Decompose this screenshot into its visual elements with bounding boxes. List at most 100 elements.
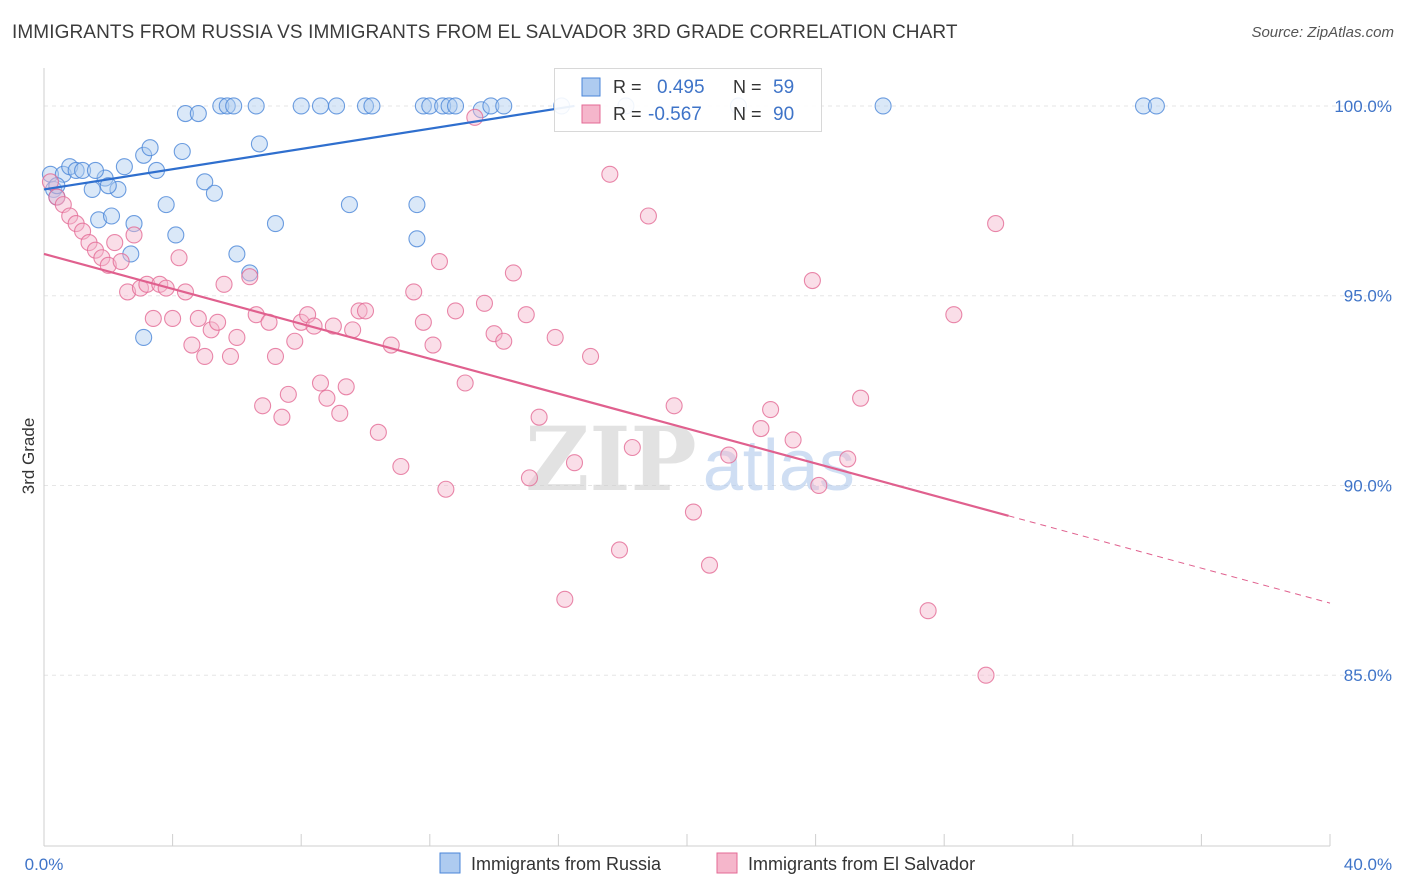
watermark-zip: ZIP — [525, 407, 697, 511]
x-tick-label-max: 40.0% — [1344, 855, 1392, 874]
salvador-point — [530, 408, 548, 426]
stats-n-value-salvador: 90 — [773, 104, 794, 125]
russia-point — [440, 97, 458, 115]
salvador-point — [369, 423, 387, 441]
salvador-point — [556, 590, 574, 608]
salvador-point — [810, 476, 828, 495]
salvador-point — [601, 165, 619, 183]
russia-point — [167, 226, 185, 244]
russia-point — [196, 173, 214, 191]
russia-point — [99, 177, 117, 195]
russia-point — [292, 97, 310, 115]
russia-point — [482, 97, 500, 115]
salvador-point — [106, 234, 124, 252]
russia-point — [189, 104, 207, 123]
salvador-point — [430, 253, 448, 271]
russia-point — [67, 161, 85, 180]
russia-point — [86, 161, 104, 180]
salvador-point — [119, 283, 137, 301]
salvador-point — [639, 207, 657, 225]
russia-point — [218, 97, 236, 115]
y-tick-label: 100.0% — [1334, 97, 1392, 116]
russia-point — [495, 97, 513, 115]
y-tick-label: 85.0% — [1344, 666, 1392, 685]
salvador-point — [311, 374, 330, 392]
x-ticks — [43, 834, 1331, 846]
russia-point — [311, 97, 330, 115]
salvador-point — [286, 332, 304, 350]
salvador-point — [852, 389, 870, 407]
y-tick-labels: 85.0% 90.0% 95.0% 100.0% — [1334, 97, 1392, 685]
salvador-point — [504, 264, 522, 282]
salvador-point — [241, 268, 259, 286]
chart-source: Source: ZipAtlas.com — [1251, 24, 1394, 41]
russia-point — [408, 196, 426, 214]
stats-swatch-salvador — [581, 104, 601, 124]
russia-point — [363, 97, 381, 115]
salvador-point — [437, 480, 455, 498]
salvador-point — [565, 454, 584, 472]
salvador-point — [279, 385, 297, 403]
chart-title: IMMIGRANTS FROM RUSSIA VS IMMIGRANTS FRO… — [12, 22, 958, 43]
salvador-point — [623, 438, 641, 457]
salvador-point — [266, 347, 285, 365]
y-axis-label: 3rd Grade — [19, 418, 38, 495]
russia-point — [225, 97, 243, 115]
salvador-point — [446, 302, 465, 320]
salvador-point — [125, 226, 143, 244]
salvador-point — [405, 283, 423, 301]
salvador-point — [331, 404, 349, 422]
salvador-point — [318, 389, 336, 407]
russia-point — [74, 161, 92, 180]
salvador-point — [414, 313, 432, 331]
salvador-point — [945, 306, 963, 324]
salvador-point — [665, 397, 683, 415]
salvador-point — [41, 173, 59, 191]
salvador-point — [189, 309, 207, 328]
russia-point — [102, 207, 121, 225]
russia-point — [228, 245, 246, 263]
stats-r-value-salvador: -0.567 — [648, 104, 702, 125]
stats-n-value-russia: 59 — [773, 77, 794, 98]
salvador-point — [546, 328, 564, 347]
y-tick-label: 90.0% — [1344, 476, 1392, 495]
salvador-point — [112, 253, 130, 271]
russia-point — [205, 184, 223, 202]
russia-point — [247, 97, 265, 115]
salvador-point — [209, 313, 227, 331]
salvador-point — [170, 249, 188, 267]
salvador-point — [517, 306, 535, 324]
russia-point — [328, 97, 346, 115]
russia-point — [340, 196, 358, 214]
salvador-point — [803, 271, 821, 290]
salvador-point — [752, 419, 770, 438]
russia-point — [241, 264, 259, 282]
watermark: ZIPatlas — [525, 407, 855, 511]
salvador-point — [196, 347, 214, 365]
salvador-point — [183, 336, 201, 354]
salvador-point — [273, 408, 291, 426]
russia-point — [250, 135, 268, 153]
salvador-point — [762, 401, 780, 419]
salvador-point — [581, 347, 600, 365]
russia-trend-line — [43, 104, 575, 191]
russia-point — [408, 230, 426, 248]
russia-point — [421, 97, 439, 115]
stats-r-value-russia: 0.495 — [657, 77, 705, 98]
stats-r-label-salvador: R = — [613, 104, 642, 124]
salvador-point — [392, 457, 410, 476]
salvador-point — [144, 309, 162, 328]
salvador-point — [337, 378, 355, 396]
salvador-point — [977, 666, 995, 684]
salvador-point — [495, 332, 513, 350]
salvador-point — [456, 374, 474, 392]
salvador-point — [424, 336, 442, 354]
salvador-point — [520, 469, 539, 487]
russia-point — [212, 97, 230, 115]
russia-point — [414, 97, 432, 115]
stats-r-label-russia: R = — [613, 77, 642, 97]
salvador-point — [164, 309, 182, 328]
salvador-point — [254, 397, 272, 415]
russia-point — [266, 215, 285, 233]
russia-point — [434, 97, 452, 115]
